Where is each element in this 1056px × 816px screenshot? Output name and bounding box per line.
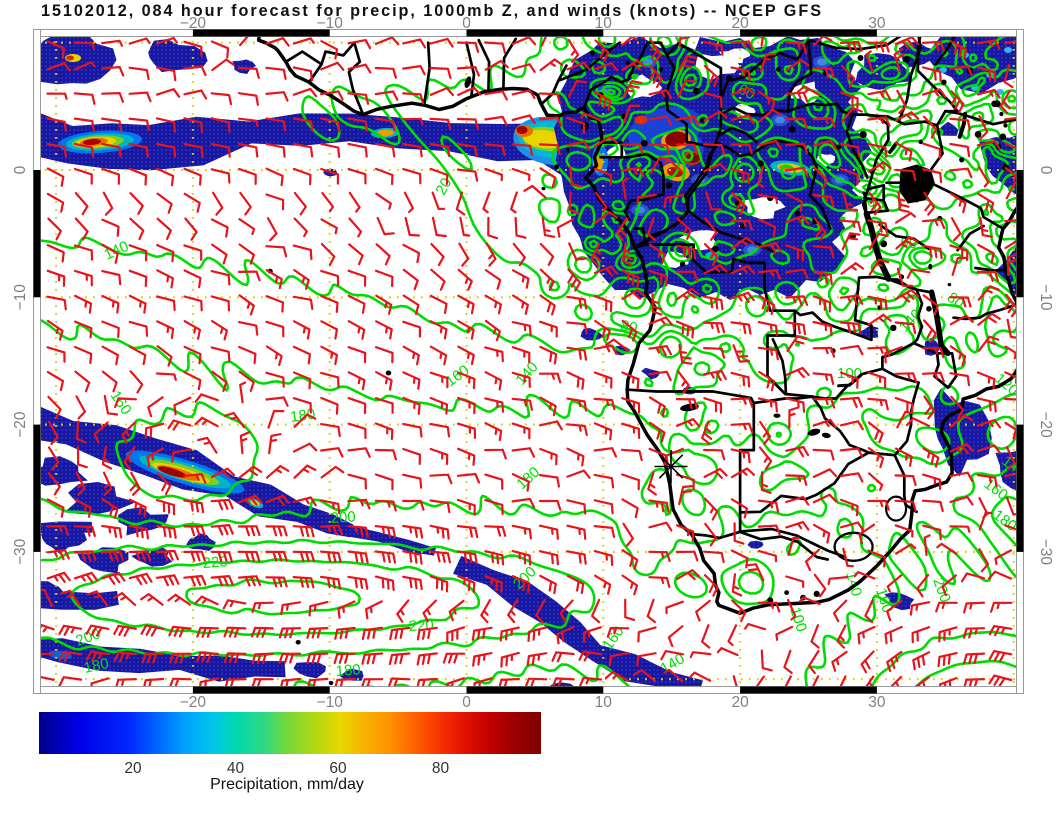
svg-text:−20: −20: [180, 15, 207, 32]
svg-text:−20: −20: [180, 694, 207, 711]
svg-text:180: 180: [289, 406, 316, 426]
svg-text:Precipitation, mm/day: Precipitation, mm/day: [210, 776, 364, 793]
svg-text:0: 0: [462, 694, 471, 711]
svg-text:0: 0: [12, 165, 29, 174]
svg-text:200: 200: [330, 508, 356, 527]
svg-text:80: 80: [432, 760, 450, 777]
svg-text:0: 0: [1037, 166, 1054, 175]
svg-text:−10: −10: [317, 694, 344, 711]
svg-text:20: 20: [731, 15, 749, 32]
svg-text:15102012, 084 hour forecast fo: 15102012, 084 hour forecast for precip, …: [41, 2, 821, 20]
svg-text:0: 0: [462, 15, 471, 32]
svg-text:180: 180: [82, 655, 110, 677]
svg-text:−10: −10: [12, 284, 29, 311]
svg-text:40: 40: [227, 760, 245, 777]
svg-text:−20: −20: [12, 411, 29, 438]
svg-text:−30: −30: [1037, 539, 1054, 566]
svg-text:60: 60: [735, 81, 758, 104]
svg-text:−10: −10: [317, 15, 344, 32]
svg-text:30: 30: [868, 15, 886, 32]
svg-text:−20: −20: [1037, 411, 1054, 438]
svg-text:180: 180: [335, 661, 361, 680]
svg-text:10: 10: [595, 694, 613, 711]
svg-text:60: 60: [329, 760, 347, 777]
svg-text:20: 20: [433, 175, 456, 198]
svg-text:160: 160: [872, 586, 896, 615]
svg-text:20: 20: [731, 694, 749, 711]
svg-text:30: 30: [868, 694, 886, 711]
svg-text:−10: −10: [1037, 284, 1054, 311]
svg-text:20: 20: [124, 760, 142, 777]
svg-text:−30: −30: [12, 538, 29, 565]
svg-text:220: 220: [202, 553, 228, 572]
svg-text:10: 10: [595, 15, 613, 32]
